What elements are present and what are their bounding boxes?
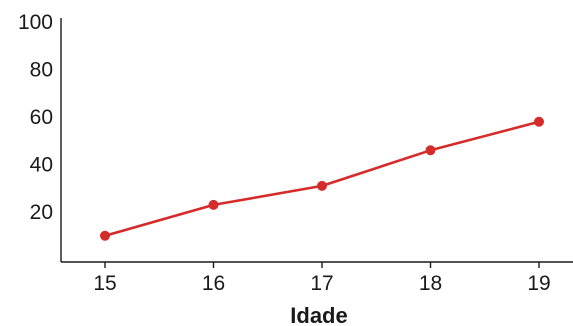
y-tick-label: 40	[30, 154, 53, 177]
axes	[60, 18, 573, 263]
x-tick-labels: 15 16 17 18 19	[93, 262, 551, 295]
y-tick-labels: 20 40 60 80 100	[18, 11, 53, 224]
x-tick-label: 15	[93, 272, 116, 295]
data-point	[425, 145, 436, 156]
data-point	[534, 116, 544, 127]
y-tick-label: 100	[18, 11, 53, 34]
y-tick-label: 20	[30, 201, 53, 224]
series	[100, 116, 544, 241]
y-tick-label: 60	[30, 106, 53, 129]
y-tick-label: 80	[30, 59, 53, 82]
data-point	[208, 199, 219, 210]
x-tick-label: 19	[527, 272, 550, 295]
series-line	[103, 120, 541, 238]
data-point	[100, 230, 110, 241]
data-point	[317, 180, 327, 191]
x-axis-title: Idade	[290, 303, 347, 326]
x-tick-label: 17	[310, 272, 333, 295]
x-tick-label: 16	[202, 272, 225, 295]
x-tick-label: 18	[419, 272, 442, 295]
